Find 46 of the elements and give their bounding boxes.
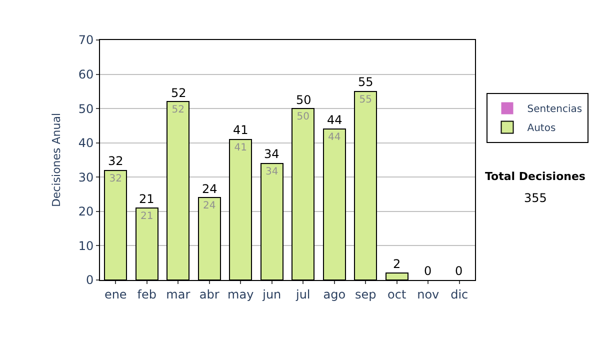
total-label: 55: [358, 75, 374, 89]
text: 355: [524, 191, 547, 205]
x-tick-label: feb: [137, 287, 156, 302]
y-axis-title: Decisiones Anual: [50, 112, 63, 208]
x-tick-label: jun: [262, 287, 282, 302]
legend-label: Autos: [527, 123, 556, 134]
y-tick-label: 20: [78, 204, 94, 219]
y-tick-label: 0: [86, 273, 94, 288]
x-tick-label: ago: [323, 287, 346, 302]
total-label: 0: [455, 264, 463, 278]
x-tick-label: nov: [417, 287, 440, 302]
total-label: 21: [139, 192, 154, 206]
x-tick-label: oct: [388, 287, 406, 302]
x-tick-label: jul: [294, 287, 310, 302]
y-tick-label: 40: [78, 136, 94, 150]
y-tick-label: 60: [78, 67, 94, 82]
x-tick-label: may: [228, 287, 254, 302]
total-label: 0: [424, 264, 432, 278]
data-label: 32: [109, 173, 122, 184]
total-label: 2: [393, 257, 401, 271]
y-tick-label: 10: [78, 238, 94, 253]
y-tick-label: 70: [78, 33, 94, 48]
y-tick-label: 30: [78, 170, 94, 184]
total-label: 50: [296, 93, 312, 107]
total-label: 32: [108, 154, 124, 168]
total-label: 52: [171, 86, 186, 100]
x-tick-label: abr: [199, 287, 220, 302]
x-tick-label: sep: [354, 287, 376, 302]
total-label: 34: [264, 147, 280, 161]
y-tick-label: 50: [78, 102, 94, 116]
data-label: 44: [328, 132, 341, 144]
total-label: 24: [202, 182, 218, 196]
legend-label: Sentencias: [527, 104, 582, 116]
x-tick-label: ene: [104, 287, 127, 302]
text: Total Decisiones: [485, 170, 586, 183]
x-tick-label: mar: [166, 287, 190, 302]
data-label: 50: [296, 112, 310, 123]
data-label: 24: [203, 200, 216, 212]
x-tick-label: dic: [450, 287, 468, 302]
data-label: 55: [359, 94, 372, 106]
data-label: 41: [234, 142, 247, 154]
data-label: 21: [140, 211, 154, 222]
data-label: 52: [172, 104, 184, 116]
total-label: 41: [233, 123, 248, 137]
data-label: 34: [266, 166, 278, 178]
total-label: 44: [327, 113, 342, 127]
